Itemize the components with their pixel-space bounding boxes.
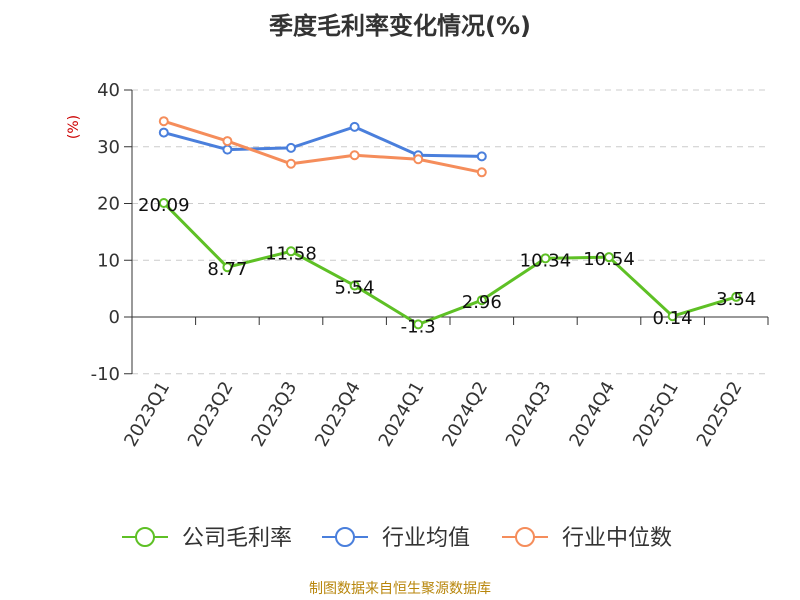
y-tick-label: 0 bbox=[109, 307, 120, 328]
x-tick-label: 2024Q2 bbox=[438, 378, 492, 450]
data-label: 20.09 bbox=[138, 195, 190, 216]
x-tick-label: 2023Q3 bbox=[247, 378, 301, 450]
data-label: 11.58 bbox=[265, 243, 317, 264]
y-tick-label: 10 bbox=[97, 250, 120, 271]
data-label: 2.96 bbox=[462, 292, 502, 313]
legend-marker bbox=[135, 527, 155, 547]
series-line bbox=[163, 125, 482, 158]
data-point bbox=[476, 295, 487, 306]
data-label: 10.34 bbox=[520, 250, 572, 271]
data-point bbox=[158, 197, 169, 208]
data-point bbox=[286, 158, 296, 169]
y-tick-label: -10 bbox=[91, 364, 120, 385]
source-note: 制图数据来自恒生聚源数据库 bbox=[309, 581, 491, 597]
data-point bbox=[158, 127, 169, 138]
data-point bbox=[540, 253, 551, 264]
legend: 公司毛利率 行业均值 行业中位数 bbox=[122, 526, 672, 551]
legend-label: 行业均值 bbox=[382, 526, 470, 551]
data-point bbox=[158, 116, 169, 127]
x-tick-label: 2023Q4 bbox=[311, 378, 365, 450]
x-tick-label: 2025Q1 bbox=[629, 378, 683, 450]
data-point bbox=[413, 319, 424, 330]
data-point bbox=[413, 154, 424, 165]
data-point bbox=[731, 291, 742, 302]
data-point bbox=[222, 144, 233, 155]
data-point bbox=[349, 150, 360, 161]
data-point bbox=[349, 121, 360, 132]
legend-label: 公司毛利率 bbox=[182, 526, 292, 551]
data-label: 8.77 bbox=[207, 259, 247, 280]
x-tick-label: 2025Q2 bbox=[693, 378, 747, 450]
data-point bbox=[476, 151, 487, 162]
data-point bbox=[286, 246, 296, 257]
x-tick-label: 2023Q1 bbox=[120, 378, 174, 450]
data-label: -1.3 bbox=[401, 316, 436, 337]
x-tick-label: 2024Q3 bbox=[502, 378, 556, 450]
data-point bbox=[667, 311, 678, 322]
series-line bbox=[163, 119, 483, 174]
data-point bbox=[604, 252, 614, 263]
data-label-layer: 20.09 8.77 11.58 5.54 -1.3 2.96 10.34 10.54 0.14… bbox=[138, 195, 756, 337]
series-layer bbox=[158, 116, 742, 330]
data-label: 0.14 bbox=[653, 308, 693, 329]
legend-marker bbox=[335, 527, 355, 547]
data-point bbox=[222, 136, 233, 147]
grid-layer bbox=[132, 89, 768, 375]
data-point bbox=[349, 280, 360, 291]
y-tick-label: 30 bbox=[97, 137, 120, 158]
data-point bbox=[476, 167, 487, 178]
y-axis-label: (%) bbox=[66, 115, 82, 139]
chart-title: 季度毛利率变化情况(%) bbox=[269, 12, 531, 40]
series-line bbox=[162, 201, 737, 326]
data-label: 3.54 bbox=[716, 289, 756, 310]
legend-label: 行业中位数 bbox=[562, 526, 672, 551]
y-tick-label: 20 bbox=[97, 194, 120, 215]
x-tick-label: 2024Q4 bbox=[565, 378, 619, 450]
data-label: 5.54 bbox=[335, 278, 375, 299]
x-tick-label: 2024Q1 bbox=[375, 378, 429, 450]
data-point bbox=[222, 262, 233, 273]
data-point bbox=[286, 142, 296, 153]
y-tick-label: 40 bbox=[97, 80, 120, 101]
legend-marker bbox=[515, 527, 535, 547]
x-tick-label: 2023Q2 bbox=[184, 378, 238, 450]
data-label: 10.54 bbox=[583, 249, 635, 270]
